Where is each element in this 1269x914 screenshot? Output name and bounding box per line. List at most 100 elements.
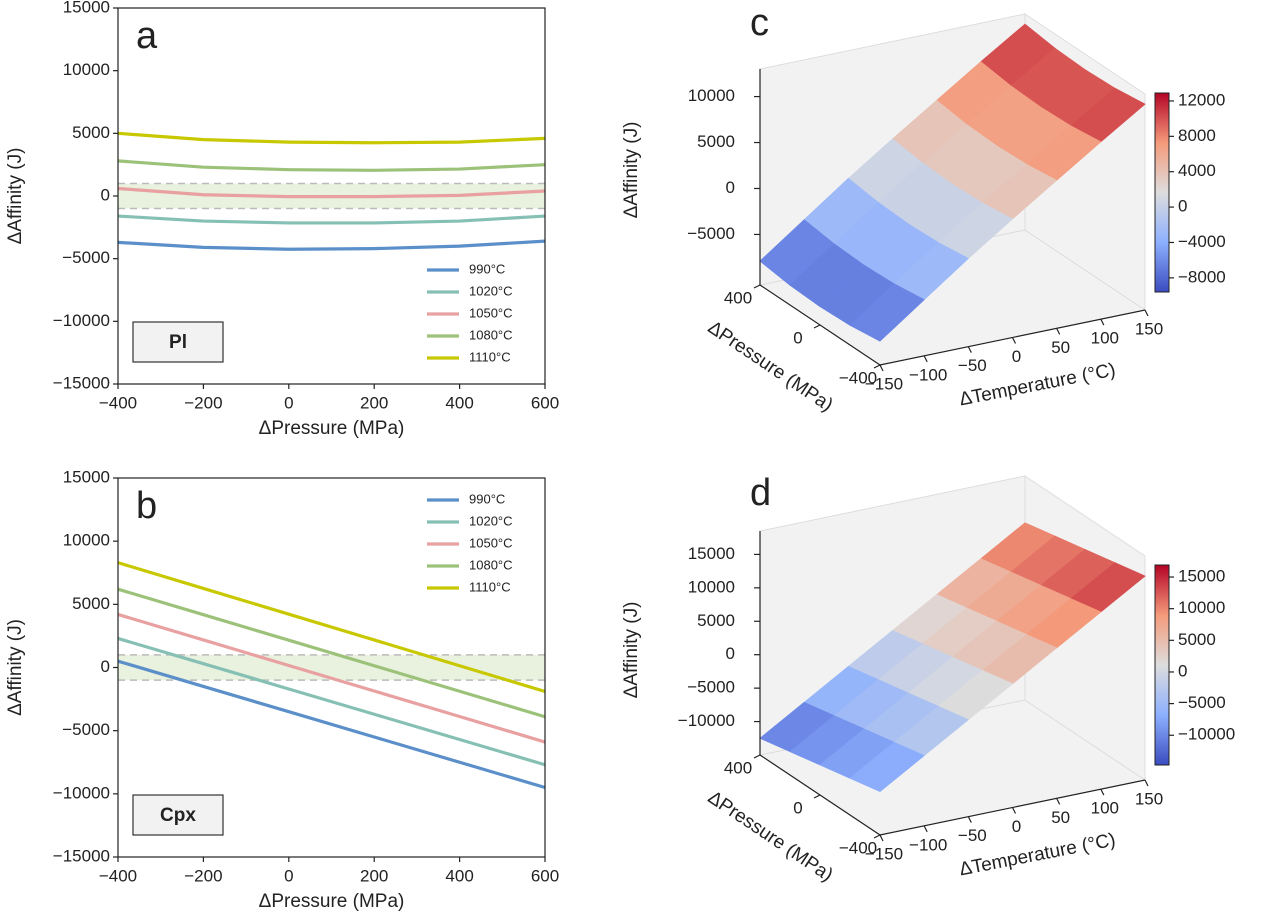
series-line <box>117 131 546 145</box>
colorbar-tick-label: −10000 <box>1178 725 1235 744</box>
series-line <box>117 659 546 790</box>
y-tick <box>873 834 881 839</box>
x-tick-label: −200 <box>184 866 222 885</box>
z-tick-label: −5000 <box>687 224 735 243</box>
x-tick-label: 0 <box>1012 817 1021 836</box>
y-tick-label: 5000 <box>72 594 110 613</box>
colorbar-tick-label: −4000 <box>1178 232 1226 251</box>
x-tick-label: −150 <box>865 374 903 393</box>
y-tick-label: 0 <box>793 798 802 817</box>
z-tick-label: 5000 <box>697 611 735 630</box>
x-tick-label: −150 <box>865 844 903 863</box>
y-axis-label: ΔPressure (MPa) <box>704 317 837 416</box>
y-tick-label: −400 <box>839 368 877 387</box>
y-axis-label: ΔAffinity (J) <box>5 619 26 716</box>
x-tick <box>923 355 928 363</box>
x-tick-label: 150 <box>1135 789 1163 808</box>
legend-label: 990°C <box>469 261 505 276</box>
x-tick <box>879 364 884 372</box>
series-line <box>117 239 546 251</box>
y-tick-label: −5000 <box>62 720 110 739</box>
series-line <box>117 587 546 719</box>
y-tick-label: 0 <box>793 328 802 347</box>
series-line <box>117 612 546 744</box>
legend-label: 1110°C <box>469 349 511 364</box>
colorbar <box>1154 564 1170 766</box>
series-line <box>117 636 546 767</box>
y-tick-label: 0 <box>101 185 110 204</box>
x-tick <box>1100 788 1105 796</box>
x-tick-label: 50 <box>1051 338 1070 357</box>
y-tick <box>873 364 881 369</box>
x-tick <box>1100 318 1105 326</box>
x-tick <box>923 825 928 833</box>
z-tick-label: 0 <box>726 178 735 197</box>
legend-label: 990°C <box>469 491 505 506</box>
z-tick-label: 15000 <box>688 544 735 563</box>
colorbar-tick-label: 0 <box>1178 661 1187 680</box>
panel-letter: b <box>136 485 157 527</box>
x-tick-label: 0 <box>1012 347 1021 366</box>
z-tick-label: 5000 <box>697 132 735 151</box>
x-tick-label: 0 <box>284 393 293 412</box>
y-tick-label: −10000 <box>53 311 110 330</box>
colorbar <box>1154 92 1170 293</box>
y-tick-label: 10000 <box>63 531 110 550</box>
colorbar-tick-label: 0 <box>1178 197 1187 216</box>
x-tick <box>879 834 884 842</box>
x-tick-label: 600 <box>531 866 559 885</box>
y-tick-label: −15000 <box>53 846 110 865</box>
z-tick-label: −10000 <box>678 711 735 730</box>
x-tick-label: −400 <box>99 866 137 885</box>
x-tick-label: 0 <box>284 866 293 885</box>
z-tick-label: 10000 <box>688 86 735 105</box>
x-tick <box>1011 807 1017 814</box>
legend-label: 1020°C <box>469 283 513 298</box>
colorbar-tick-label: 15000 <box>1178 567 1225 586</box>
y-tick-label: 10000 <box>63 60 110 79</box>
series-line <box>117 186 546 199</box>
legend-label: 1080°C <box>469 557 513 572</box>
x-tick-label: −100 <box>909 835 947 854</box>
x-tick-label: 150 <box>1135 319 1163 338</box>
panel-letter: c <box>750 2 769 44</box>
z-tick-label: 0 <box>726 644 735 663</box>
z-tick-label: 10000 <box>688 577 735 596</box>
series-line <box>117 214 546 225</box>
x-tick-label: 400 <box>445 866 473 885</box>
z-tick-label: −5000 <box>687 678 735 697</box>
x-tick-label: −50 <box>958 826 987 845</box>
x-tick-label: 100 <box>1091 329 1119 348</box>
x-tick-label: −200 <box>184 393 222 412</box>
surface-cell <box>849 741 925 793</box>
x-tick <box>1056 798 1061 805</box>
x-tick-label: −100 <box>909 365 947 384</box>
x-tick-label: 200 <box>360 393 388 412</box>
series-line <box>117 561 546 694</box>
legend-label: 1050°C <box>469 305 513 320</box>
y-tick <box>813 794 821 799</box>
x-tick-label: −400 <box>99 393 137 412</box>
x-tick <box>967 346 972 353</box>
y-tick-label: 15000 <box>63 0 110 16</box>
y-tick-label: 15000 <box>63 467 110 486</box>
z-axis-label: ΔAffinity (J) <box>621 602 642 699</box>
mineral-box <box>132 321 224 363</box>
x-tick <box>1056 328 1061 335</box>
x-axis-label: ΔPressure (MPa) <box>259 418 405 439</box>
x-tick-label: 200 <box>360 866 388 885</box>
y-tick-label: 400 <box>724 288 752 307</box>
y-tick-label: −15000 <box>53 373 110 392</box>
y-tick <box>753 754 761 759</box>
colorbar-tick-label: −5000 <box>1178 693 1226 712</box>
x-tick <box>1011 337 1017 344</box>
x-axis-label: ΔPressure (MPa) <box>259 891 405 912</box>
colorbar-tick-label: −8000 <box>1178 267 1226 286</box>
x-tick-label: 50 <box>1051 808 1070 827</box>
legend-label: 1020°C <box>469 513 513 528</box>
y-tick-label: 400 <box>724 758 752 777</box>
y-axis-label: ΔPressure (MPa) <box>704 787 837 886</box>
x-tick-label: 100 <box>1091 799 1119 818</box>
y-tick <box>753 284 761 289</box>
